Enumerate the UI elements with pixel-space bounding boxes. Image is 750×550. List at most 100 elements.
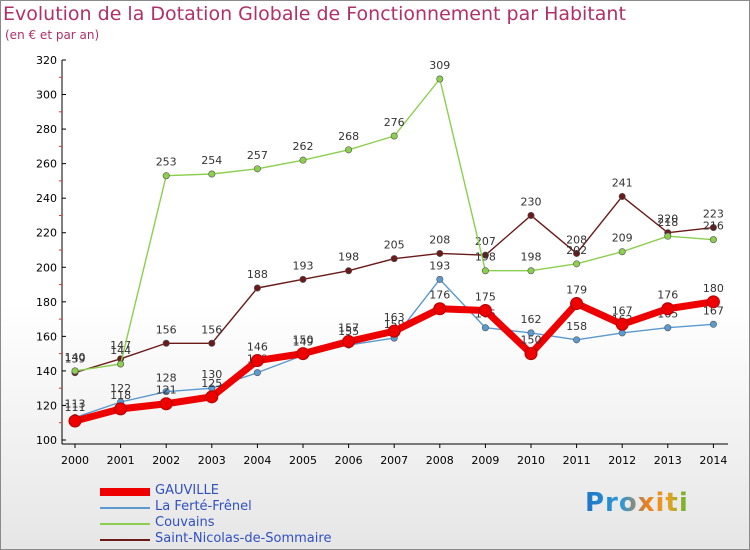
data-point-saint-nicolas-de-sommaire <box>299 275 307 283</box>
proxiti-logo: Proxiti <box>585 488 689 518</box>
data-point-gauville <box>433 302 447 316</box>
data-point-couvains <box>664 232 672 240</box>
data-point-la-ferte-frenel <box>664 324 672 332</box>
data-label-gauville: 163 <box>384 311 405 324</box>
data-label-la-ferte-frenel: 193 <box>429 259 450 272</box>
data-label-la-ferte-frenel: 162 <box>521 313 542 326</box>
legend-label: La Ferté-Frênel <box>155 499 252 514</box>
data-label-saint-nicolas-de-sommaire: 139 <box>65 353 86 366</box>
data-point-saint-nicolas-de-sommaire <box>253 284 261 292</box>
data-label-couvains: 218 <box>657 216 678 229</box>
y-tick-label: 220 <box>36 227 57 240</box>
data-label-saint-nicolas-de-sommaire: 198 <box>338 251 359 264</box>
data-point-gauville <box>250 354 264 368</box>
data-label-la-ferte-frenel: 158 <box>566 320 587 333</box>
data-point-saint-nicolas-de-sommaire <box>208 339 216 347</box>
data-point-couvains <box>709 236 717 244</box>
data-label-saint-nicolas-de-sommaire: 188 <box>247 268 268 281</box>
data-point-saint-nicolas-de-sommaire <box>527 211 535 219</box>
data-point-la-ferte-frenel <box>253 369 261 377</box>
data-label-couvains: 309 <box>429 59 450 72</box>
x-tick-label: 2006 <box>335 454 363 467</box>
x-tick-label: 2009 <box>471 454 499 467</box>
legend-label: Couvains <box>155 515 215 530</box>
y-tick-label: 320 <box>36 54 57 67</box>
data-point-gauville <box>205 390 219 404</box>
x-tick-label: 2001 <box>107 454 135 467</box>
data-label-gauville: 111 <box>65 401 86 414</box>
data-label-saint-nicolas-de-sommaire: 156 <box>201 323 222 336</box>
data-label-gauville: 176 <box>429 289 450 302</box>
data-point-la-ferte-frenel <box>436 275 444 283</box>
data-point-la-ferte-frenel <box>709 320 717 328</box>
y-tick-label: 260 <box>36 158 57 171</box>
y-tick-label: 120 <box>36 399 57 412</box>
data-point-saint-nicolas-de-sommaire <box>573 249 581 257</box>
data-label-saint-nicolas-de-sommaire: 220 <box>657 213 678 226</box>
x-tick-label: 2010 <box>517 454 545 467</box>
data-label-gauville: 179 <box>566 284 587 297</box>
y-tick-label: 140 <box>36 365 57 378</box>
data-label-gauville: 150 <box>521 334 542 347</box>
data-point-gauville <box>159 397 173 411</box>
data-point-gauville <box>615 317 629 331</box>
data-point-couvains <box>390 132 398 140</box>
data-label-gauville: 146 <box>247 341 268 354</box>
data-label-couvains: 198 <box>475 251 496 264</box>
data-label-couvains: 253 <box>156 156 177 169</box>
x-tick-label: 2013 <box>654 454 682 467</box>
data-label-gauville: 118 <box>110 389 131 402</box>
data-label-couvains: 276 <box>384 116 405 129</box>
data-label-la-ferte-frenel: 128 <box>156 372 177 385</box>
data-point-couvains <box>436 75 444 83</box>
legend-label: GAUVILLE <box>155 483 219 498</box>
y-tick-label: 180 <box>36 296 57 309</box>
data-label-couvains: 257 <box>247 149 268 162</box>
y-tick-label: 200 <box>36 261 57 274</box>
legend-swatch <box>100 523 150 525</box>
x-tick-label: 2000 <box>61 454 89 467</box>
data-point-couvains <box>162 172 170 180</box>
data-point-gauville <box>387 324 401 338</box>
data-point-gauville <box>296 347 310 361</box>
data-point-gauville <box>524 347 538 361</box>
data-point-couvains <box>71 367 79 375</box>
x-tick-label: 2003 <box>198 454 226 467</box>
data-point-gauville <box>661 302 675 316</box>
data-point-saint-nicolas-de-sommaire <box>436 249 444 257</box>
data-label-couvains: 198 <box>521 251 542 264</box>
x-tick-label: 2005 <box>289 454 317 467</box>
data-point-gauville <box>706 295 720 309</box>
legend-swatch <box>100 539 150 541</box>
data-point-couvains <box>253 165 261 173</box>
data-label-couvains: 144 <box>110 344 131 357</box>
data-label-couvains: 254 <box>201 154 222 167</box>
x-tick-label: 2002 <box>152 454 180 467</box>
data-label-la-ferte-frenel: 122 <box>110 382 131 395</box>
data-point-couvains <box>573 260 581 268</box>
data-point-saint-nicolas-de-sommaire <box>709 224 717 232</box>
series-line-la-ferte-frenel <box>74 278 715 419</box>
data-label-la-ferte-frenel: 113 <box>65 398 86 411</box>
y-tick-label: 280 <box>36 123 57 136</box>
data-label-la-ferte-frenel: 130 <box>201 368 222 381</box>
series-line-saint-nicolas-de-sommaire <box>74 195 715 374</box>
data-point-la-ferte-frenel <box>162 388 170 396</box>
data-label-gauville: 157 <box>338 322 359 335</box>
data-label-couvains: 262 <box>293 140 314 153</box>
data-point-la-ferte-frenel <box>573 336 581 344</box>
data-label-gauville: 150 <box>293 334 314 347</box>
data-label-saint-nicolas-de-sommaire: 230 <box>521 195 542 208</box>
data-point-couvains <box>117 360 125 368</box>
x-tick-label: 2014 <box>699 454 727 467</box>
y-tick-label: 240 <box>36 192 57 205</box>
x-tick-label: 2008 <box>426 454 454 467</box>
data-point-gauville <box>114 402 128 416</box>
data-label-saint-nicolas-de-sommaire: 156 <box>156 323 177 336</box>
data-label-couvains: 268 <box>338 130 359 143</box>
data-label-couvains: 140 <box>65 351 86 364</box>
data-label-la-ferte-frenel: 167 <box>703 304 724 317</box>
x-tick-label: 2007 <box>380 454 408 467</box>
data-label-gauville: 180 <box>703 282 724 295</box>
